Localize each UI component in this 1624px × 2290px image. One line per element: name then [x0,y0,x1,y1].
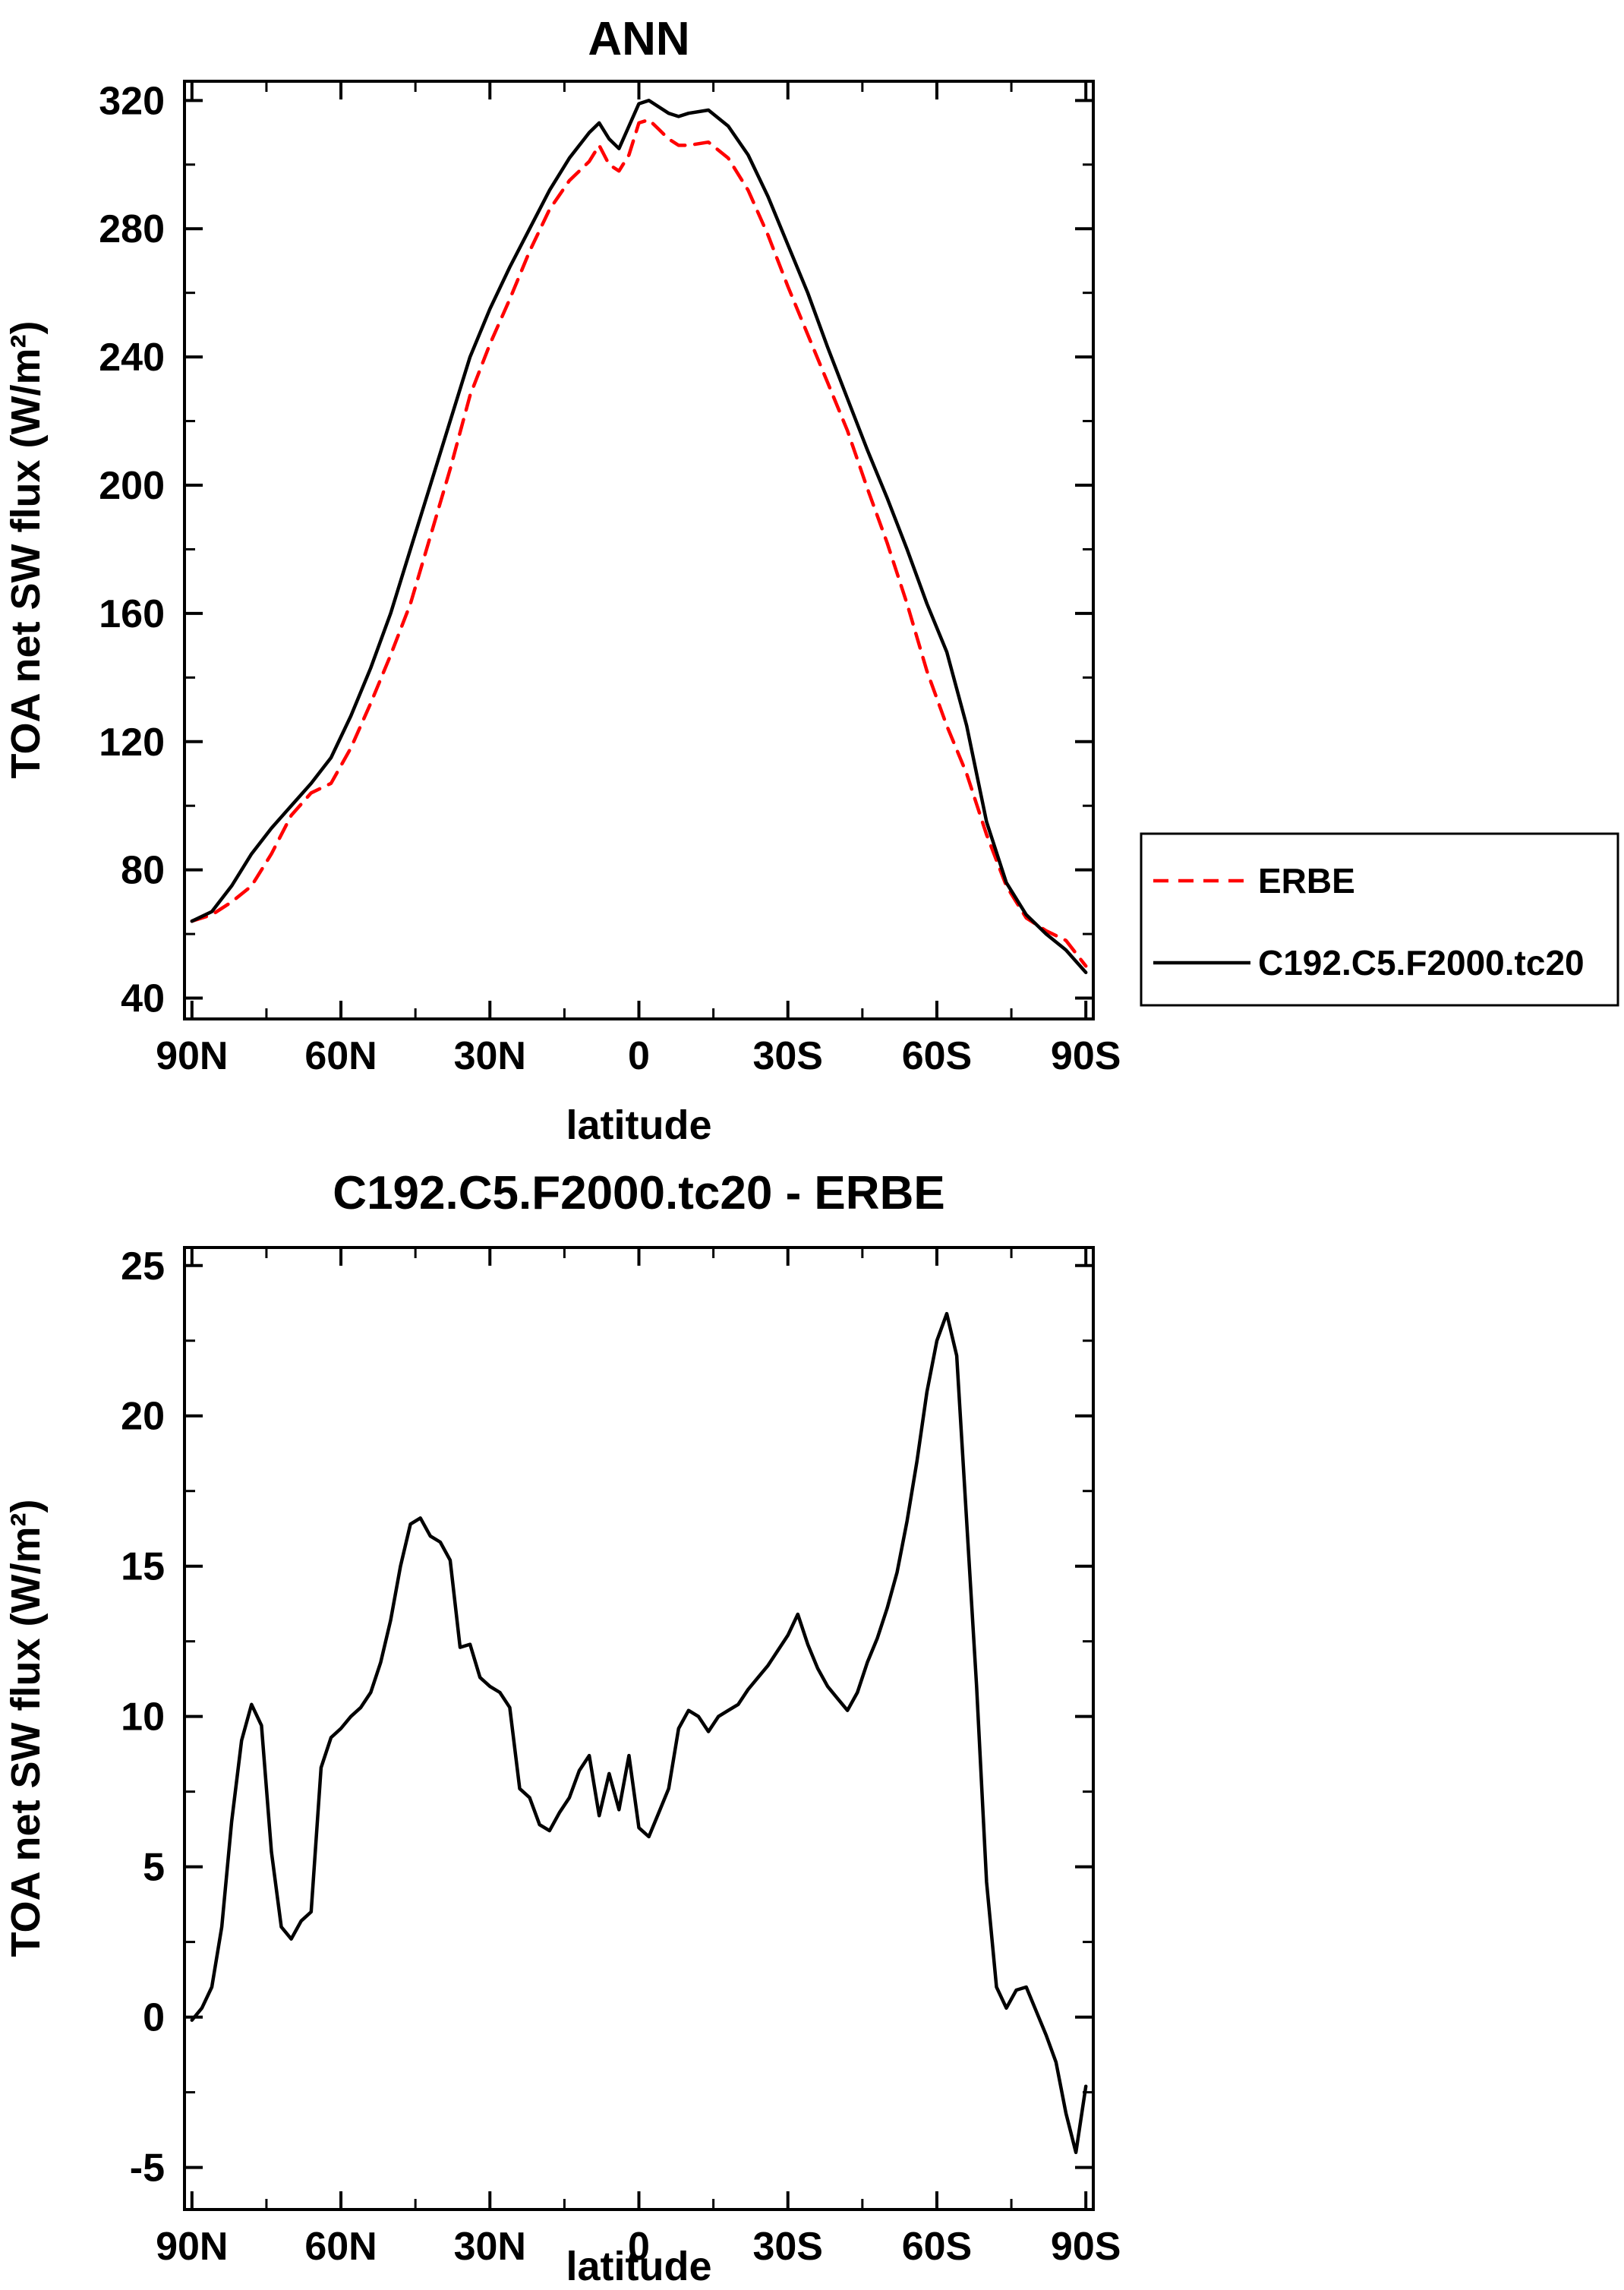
chart1-y-tick-label: 200 [99,464,165,508]
chart2-y-tick-label: 15 [121,1545,165,1589]
chart1-x-tick-label: 90S [1051,1034,1121,1078]
chart1-y-tick-label: 80 [121,849,165,893]
chart2-x-tick-label: 60N [304,2225,377,2269]
chart2-y-tick-label: 5 [143,1846,165,1890]
chart2-y-tick-label: 10 [121,1695,165,1740]
chart1-y-tick-label: 240 [99,336,165,380]
chart1-x-tick-label: 30N [454,1034,526,1078]
chart2-y-tick-label: 25 [121,1244,165,1289]
chart1-y-tick-label: 120 [99,721,165,765]
chart1-legend-label: ERBE [1258,861,1355,901]
chart2-title: C192.C5.F2000.tc20 - ERBE [333,1167,944,1219]
chart2-x-tick-label: 60S [902,2225,973,2269]
chart1-title: ANN [588,13,689,65]
chart1-x-tick-label: 90N [156,1034,228,1078]
chart1-x-tick-label: 30S [752,1034,823,1078]
chart2-x-axis-label: latitude [566,2244,711,2286]
chart2-y-tick-label: 20 [121,1395,165,1439]
chart1-x-tick-label: 60N [304,1034,377,1078]
chart1-y-tick-label: 320 [99,79,165,123]
chart2-x-tick-label: 30N [454,2225,526,2269]
chart2-x-tick-label: 90N [156,2225,228,2269]
chart1-y-axis-label: TOA net SW flux (W/m²) [3,321,49,779]
chart2-y-tick-label: 0 [143,1996,165,2040]
chart2-y-axis-label: TOA net SW flux (W/m²) [3,1500,49,1957]
chart1-series-line-erbe [190,118,1088,968]
chart2-x-tick-label: 30S [752,2225,823,2269]
chart2-x-tick-label: 0 [628,2225,650,2269]
chart2-series-line-c192-c5-f2000-tc20-erbe [190,1311,1088,2155]
chart1-series-line-c192-c5-f2000-tc20 [190,99,1088,975]
chart1-x-tick-label: 60S [902,1034,973,1078]
chart2-y-tick-label: -5 [130,2146,165,2191]
chart1-legend-box [1140,832,1619,1007]
chart1-plot-frame [183,80,1095,1020]
chart1-y-tick-label: 40 [121,977,165,1021]
chart1-y-tick-label: 280 [99,207,165,251]
chart1-y-tick-label: 160 [99,592,165,636]
chart2-x-tick-label: 90S [1051,2225,1121,2269]
chart1-legend-label: C192.C5.F2000.tc20 [1258,943,1585,983]
chart1-x-tick-label: 0 [628,1034,650,1078]
chart1-x-axis-label: latitude [566,1102,711,1148]
chart2-plot-frame [183,1246,1095,2211]
